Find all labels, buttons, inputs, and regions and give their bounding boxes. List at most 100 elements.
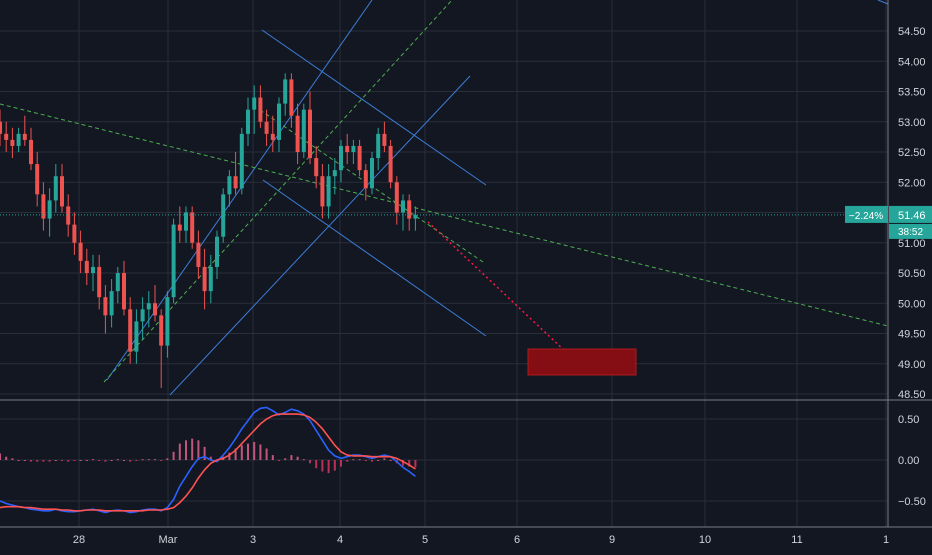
candle-body (407, 200, 412, 219)
candle-body (190, 212, 195, 243)
candle-body (196, 242, 201, 267)
candle-body (109, 291, 114, 316)
candle-body (332, 170, 337, 177)
candle-body (184, 212, 188, 231)
histogram-bar (73, 460, 76, 461)
histogram-bar (228, 452, 231, 460)
histogram-bar (321, 460, 324, 472)
candle-body (326, 176, 331, 207)
histogram-bar (209, 456, 212, 460)
candle-body (159, 315, 164, 346)
histogram-bar (0, 453, 1, 460)
histogram-bar (36, 460, 39, 462)
histogram-bar (67, 460, 70, 462)
candle-body (382, 133, 387, 146)
candle-body (66, 206, 71, 225)
candle-body (215, 236, 219, 267)
candle-body (351, 145, 356, 152)
candle-body (301, 109, 306, 152)
histogram-bar (278, 460, 280, 461)
candle-body (227, 176, 232, 195)
candle-body (134, 321, 139, 352)
histogram-bar (197, 440, 200, 460)
histogram-bar (383, 458, 386, 460)
candle-body (153, 303, 157, 316)
candle-body (233, 176, 238, 189)
channel-line-edge (877, 0, 889, 5)
candle-body (103, 297, 108, 316)
histogram-bar (191, 438, 194, 460)
histogram-bar (172, 451, 175, 460)
oscillator-tick-label: −0.50 (898, 496, 926, 508)
change-tag-text: −2.24% (849, 211, 883, 222)
histogram-bar (98, 460, 101, 461)
candle-body (78, 242, 83, 261)
candle-body (16, 133, 21, 146)
histogram-bar (402, 460, 404, 466)
histogram-bar (253, 441, 256, 460)
candle-body (177, 224, 182, 231)
candle-body (0, 121, 2, 134)
oscillator-tick-label: 0.00 (898, 455, 919, 467)
candle-body (53, 176, 58, 201)
candle-body (202, 266, 207, 292)
ascending-channel-line (106, 0, 373, 381)
price-tick-label: 54.50 (898, 26, 926, 38)
candle-body (320, 176, 325, 207)
price-tick-label: 51.00 (898, 238, 926, 250)
candle-body (4, 133, 9, 140)
candle-body (47, 200, 52, 219)
histogram-bar (340, 460, 342, 467)
histogram-bar (309, 460, 311, 464)
candle-body (283, 79, 288, 104)
candle-body (401, 200, 405, 213)
histogram-bar (377, 460, 380, 461)
histogram-bar (315, 460, 318, 469)
histogram-bar (23, 460, 26, 461)
candle-body (115, 273, 120, 292)
price-tick-label: 49.50 (898, 329, 926, 341)
histogram-bar (333, 460, 336, 471)
histogram-bar (54, 460, 57, 461)
price-tick-label: 50.00 (898, 298, 926, 310)
candle-body (122, 273, 126, 310)
macd-line (0, 406, 416, 514)
candle-body (388, 145, 393, 183)
histogram-bar (389, 460, 392, 461)
histogram-bar (160, 460, 163, 461)
candle-body (289, 79, 294, 116)
candle-body (339, 145, 343, 171)
candle-body (221, 194, 226, 237)
candle-body (370, 158, 374, 189)
last-price-tag-text: 51.46 (898, 210, 926, 222)
candle-body (314, 158, 319, 177)
candle-body (60, 176, 64, 207)
histogram-bar (85, 460, 88, 461)
change-tag-bg (845, 205, 888, 223)
candle-body (22, 133, 27, 140)
countdown-tag-bg (889, 223, 932, 239)
candle-body (29, 139, 33, 165)
time-tick-label: 5 (422, 534, 428, 546)
descending-channel-line (262, 179, 487, 337)
histogram-bar (414, 460, 417, 468)
histogram-bar (135, 460, 138, 461)
histogram-bar (11, 458, 14, 460)
candle-body (239, 133, 244, 189)
price-tick-label: 50.50 (898, 268, 926, 280)
candle-body (91, 266, 95, 273)
price-tick-label: 49.00 (898, 359, 926, 371)
oscillator-tick-label: 0.50 (898, 414, 919, 426)
candle-body (345, 145, 350, 152)
time-tick-label: 11 (791, 534, 802, 546)
histogram-bar (290, 455, 293, 460)
histogram-bar (141, 459, 144, 461)
descending-channel-line (261, 29, 487, 186)
countdown-tag-text: 38:52 (898, 227, 923, 238)
grid (0, 0, 888, 527)
candles (0, 73, 888, 388)
candle-body (357, 145, 362, 171)
histogram-bar (48, 460, 51, 462)
